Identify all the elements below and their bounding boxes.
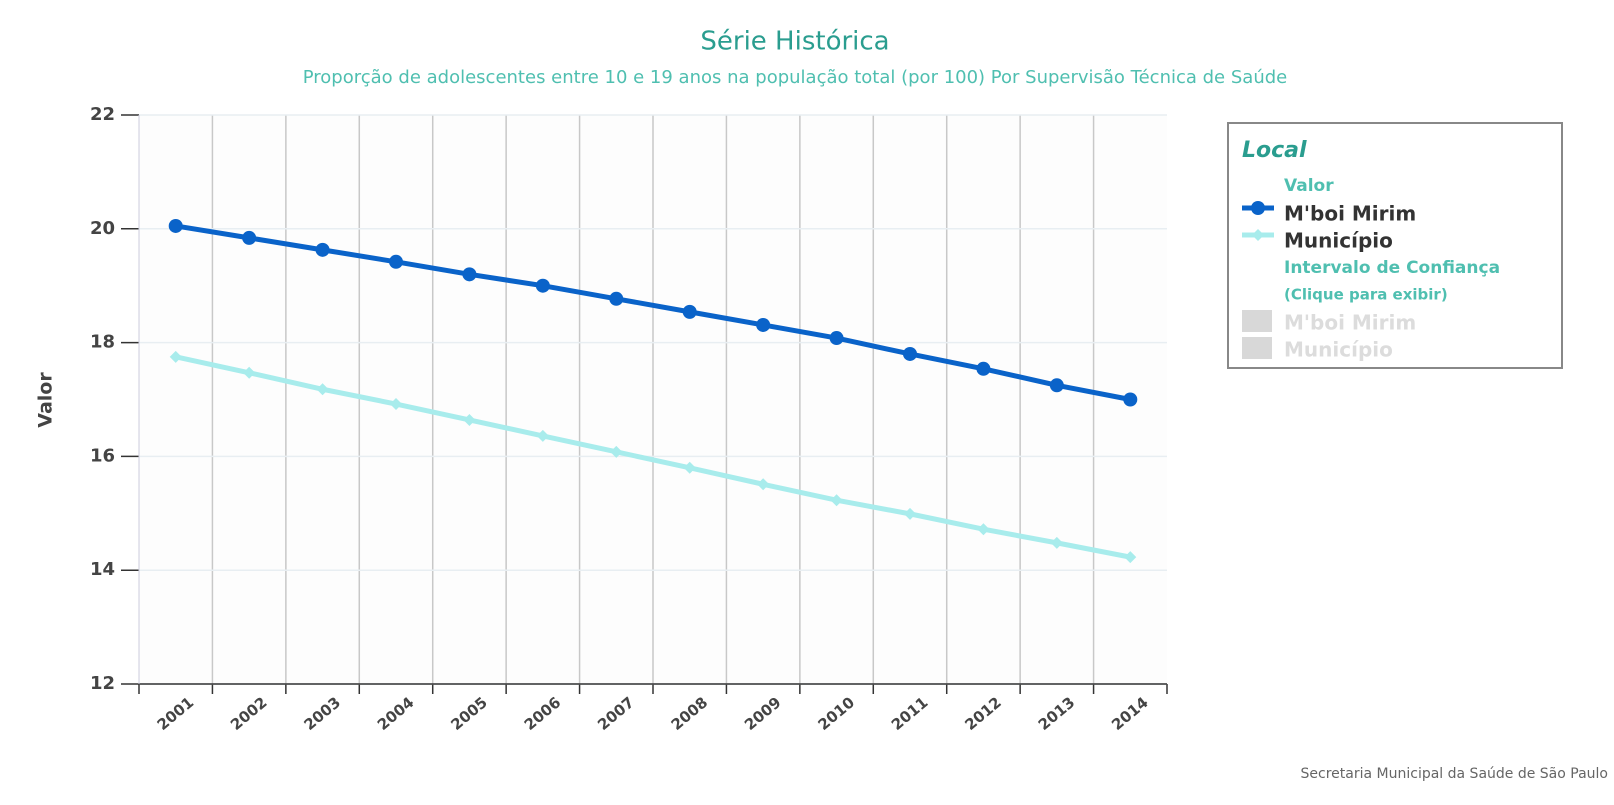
credit: Secretaria Municipal da Saúde de São Pau… <box>1301 766 1608 782</box>
y-axis-label: Valor <box>35 372 57 428</box>
legend-title: Local <box>1242 138 1307 163</box>
legend-header: Valor <box>1284 176 1334 196</box>
legend-header: Intervalo de Confiança <box>1284 258 1500 278</box>
series-line <box>175 354 1131 560</box>
point <box>463 413 476 426</box>
point <box>829 331 844 346</box>
point <box>536 429 549 442</box>
ci-entry[interactable]: Município <box>1284 338 1393 362</box>
chart-title: Série Histórica <box>700 27 889 57</box>
point <box>316 383 329 396</box>
point <box>1123 392 1138 407</box>
point <box>1124 551 1137 564</box>
y-tick-label: 12 <box>90 673 115 694</box>
point <box>977 523 990 536</box>
legend-swatch <box>1252 229 1264 241</box>
point <box>757 478 770 491</box>
series-line <box>175 223 1131 402</box>
legend-entry[interactable]: M'boi Mirim <box>1284 202 1416 226</box>
y-tick-label: 20 <box>90 218 115 239</box>
y-tick-label: 18 <box>90 332 115 353</box>
legend-entry[interactable]: Município <box>1284 229 1393 253</box>
point <box>168 218 183 233</box>
ci-swatch[interactable] <box>1242 310 1272 332</box>
point <box>830 494 843 507</box>
ci-swatch[interactable] <box>1242 337 1272 359</box>
ci-entry[interactable]: M'boi Mirim <box>1284 311 1416 335</box>
chart-subtitle: Proporção de adolescentes entre 10 e 19 … <box>303 67 1287 88</box>
point <box>389 254 403 269</box>
point <box>390 398 402 411</box>
point <box>683 461 696 474</box>
point <box>756 317 771 332</box>
y-tick-label: 22 <box>90 104 115 125</box>
point <box>609 291 624 306</box>
point <box>242 230 257 245</box>
point <box>1050 536 1063 549</box>
point <box>315 242 330 257</box>
legend-box <box>1227 122 1563 369</box>
point <box>535 278 550 293</box>
y-tick-label: 16 <box>90 445 115 466</box>
point <box>682 304 697 319</box>
point <box>903 346 917 361</box>
point <box>976 361 991 376</box>
point <box>243 366 256 379</box>
point <box>169 350 182 363</box>
legend-swatch <box>1251 201 1265 215</box>
y-tick-label: 14 <box>90 559 115 580</box>
point <box>462 267 477 282</box>
point <box>610 445 623 458</box>
point <box>1049 378 1064 393</box>
point <box>904 507 916 520</box>
legend-hint: (Clique para exibir) <box>1284 286 1448 304</box>
